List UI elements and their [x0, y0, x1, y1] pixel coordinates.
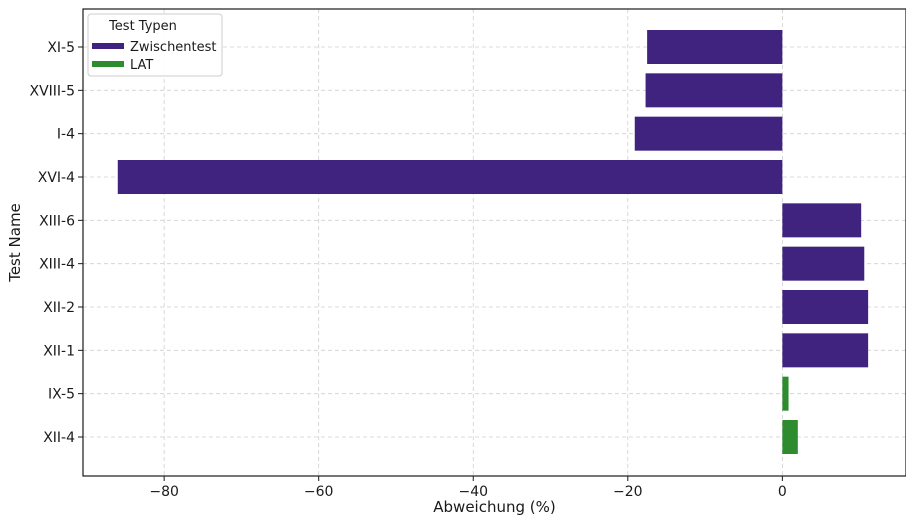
legend-label: LAT	[130, 58, 153, 73]
y-axis-ticks: XI-5 XVIII-5 I-4 XVI-4 XIII-6 XIII-4 XII-2 XII-…	[29, 40, 83, 446]
y-tick-label: XII-2	[43, 300, 75, 316]
bar-xi-5	[647, 30, 783, 64]
bar-i-4	[634, 116, 783, 151]
legend-box	[87, 13, 223, 77]
plot-frame	[82, 8, 906, 477]
bar-xviii-5	[645, 73, 783, 108]
x-tick-label: −20	[613, 484, 643, 500]
bar-xiii-4	[782, 246, 865, 281]
y-tick-label: IX-5	[48, 387, 75, 403]
legend-label: Zwischentest	[130, 40, 217, 55]
y-tick-label: XVIII-5	[29, 83, 75, 99]
legend: Test Typen Zwischentest LAT	[87, 13, 223, 77]
x-tick-label: −80	[149, 484, 179, 500]
bar-xii-1	[782, 333, 869, 368]
x-tick-label: −40	[458, 484, 488, 500]
x-axis-ticks: −80 −60 −40 −20 0	[149, 476, 787, 500]
x-tick-label: −60	[304, 484, 334, 500]
bars	[117, 30, 869, 454]
legend-swatch	[92, 61, 124, 67]
bar-xii-4	[782, 420, 798, 454]
legend-entries: Zwischentest LAT	[92, 40, 217, 73]
legend-swatch	[92, 43, 124, 49]
bar-xii-2	[782, 290, 869, 324]
y-tick-label: XIII-6	[39, 213, 75, 229]
legend-title: Test Typen	[108, 19, 177, 34]
y-tick-label: XII-4	[43, 430, 75, 446]
bar-ix-5	[782, 376, 789, 411]
y-tick-label: XII-1	[43, 343, 75, 359]
x-axis-label: Abweichung (%)	[433, 498, 555, 516]
bar-xiii-6	[782, 203, 862, 238]
x-tick-label: 0	[778, 484, 787, 500]
grid	[83, 9, 906, 476]
y-tick-label: XVI-4	[38, 170, 75, 186]
y-axis-label: Test Name	[6, 203, 24, 283]
y-tick-label: XIII-4	[39, 257, 75, 273]
bar-xvi-4	[117, 160, 783, 194]
y-tick-label: XI-5	[47, 40, 75, 56]
y-tick-label: I-4	[57, 127, 75, 143]
